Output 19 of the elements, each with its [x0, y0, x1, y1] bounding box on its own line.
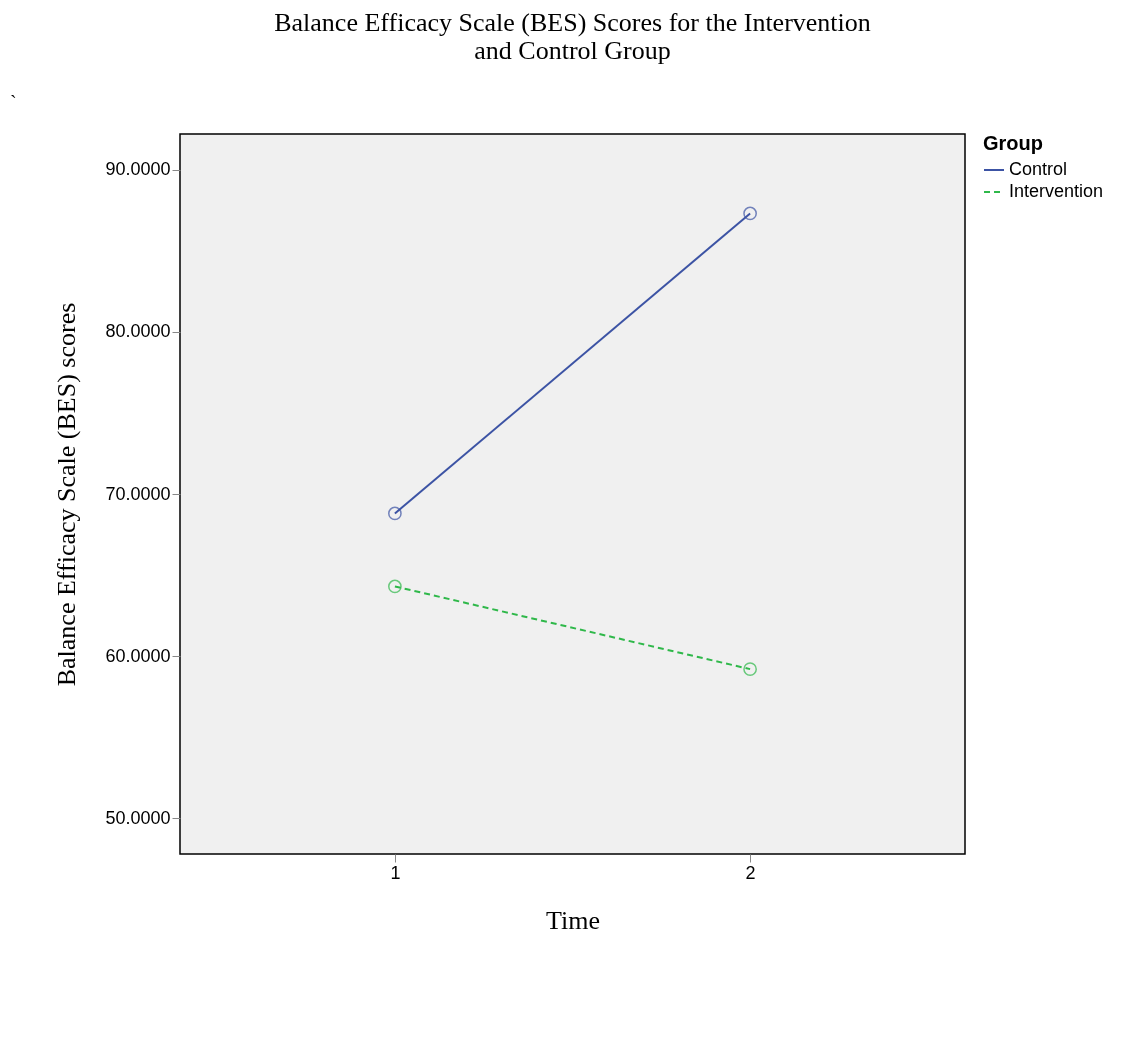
point: [743, 206, 757, 221]
y-axis-title: Balance Efficacy Scale (BES) scores: [52, 302, 82, 687]
y-tick-label: 70.0000: [105, 483, 171, 504]
text: and Control Group: [474, 36, 671, 65]
legend-label: Intervention: [1009, 181, 1104, 201]
point: [388, 506, 402, 521]
y-tick-label: 80.0000: [105, 321, 171, 342]
x-tick-label: 1: [390, 862, 401, 883]
point: [743, 662, 757, 676]
y-tick-label: 60.0000: [105, 645, 171, 666]
legend-label: Control: [1009, 159, 1068, 179]
y-tick-label: 50.0000: [105, 807, 171, 828]
x-axis-title: Time: [546, 905, 600, 935]
text: `: [10, 92, 17, 114]
point: [388, 579, 402, 594]
text: Balance Efficacy Scale (BES) Scores for the Intervention: [274, 8, 871, 37]
y-tick-label: 90.0000: [105, 159, 171, 180]
legend-title: Group: [983, 132, 1043, 154]
x-tick-label: 2: [745, 862, 756, 883]
